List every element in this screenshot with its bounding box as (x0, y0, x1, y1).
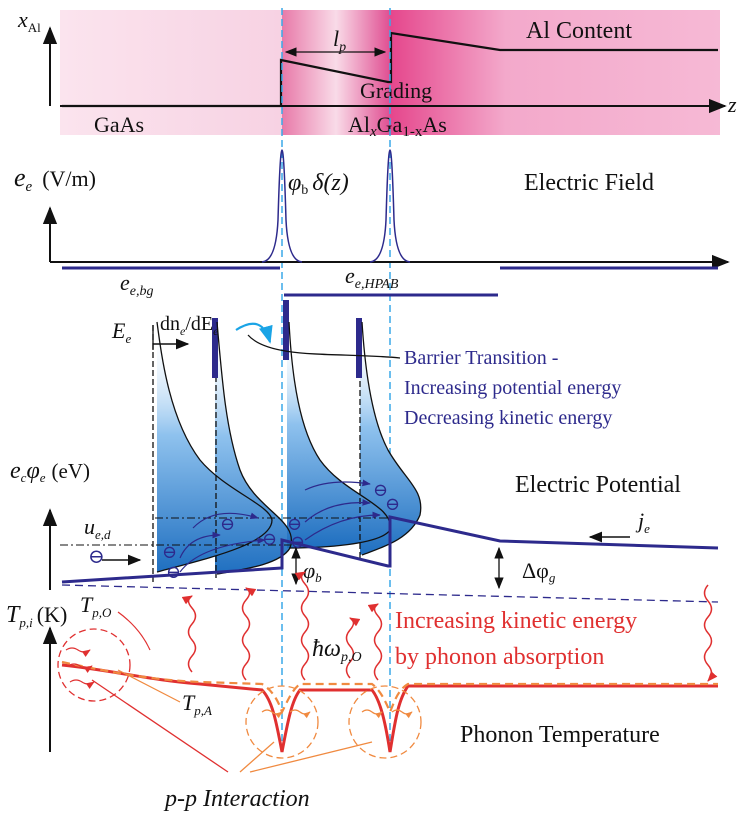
small-wave-7 (391, 709, 413, 719)
potential-baseline (61, 584, 719, 603)
hbar-omega-label: ħωp,O (312, 636, 362, 665)
phonon-title: Phonon Temperature (460, 722, 660, 748)
dist-curve-3 (288, 321, 391, 549)
t-acoustic-leader (117, 669, 181, 703)
gaas-region (60, 10, 282, 135)
phonon-wave-3 (294, 571, 310, 681)
hop-arrow-6 (304, 479, 371, 491)
al-content-label: Al Content (526, 18, 632, 44)
hop-arrow-5 (304, 511, 381, 541)
phonon-wave-2 (241, 587, 257, 681)
bg-field-label: ee,bg (120, 270, 153, 299)
t-optical-leader (117, 611, 151, 651)
interaction-circle-left (57, 628, 131, 702)
acoustic-temperature-curve (61, 660, 718, 715)
barrier-line-2: Increasing potential energy (404, 377, 621, 399)
potential-panel: ecφe (eV) ⊖ ⊖ ⊖ ⊖ ⊖ ⊖ ⊖ ⊖ ⊖ ue,d je φb (10, 458, 719, 603)
electron-9: ⊖ (385, 494, 400, 514)
small-wave-3 (69, 679, 95, 689)
dist-curve-4 (361, 321, 422, 556)
distribution-fill-3 (287, 322, 391, 548)
energy-wall-2 (212, 318, 218, 378)
pp-leader-2 (239, 741, 275, 773)
electron-1: ⊖ (88, 546, 105, 568)
current-label: je (635, 508, 650, 536)
field-y-label: ee (V/m) (14, 163, 96, 195)
electric-field-panel: ee (V/m) φb δ(z) Electric Field ee,bg ee,H… (14, 149, 730, 299)
grading-label: Grading (360, 78, 432, 103)
barrier-line-1: Barrier Transition - (404, 347, 558, 369)
electron-2: ⊖ (162, 542, 177, 562)
ee-label: Ee (111, 318, 131, 346)
hop-arrow-3 (192, 512, 259, 529)
electron-5: ⊖ (262, 529, 277, 549)
al-content-panel: xAl z lp Grading Al Content GaAs AlxGa1-… (17, 7, 737, 140)
barrier-leader-line (247, 334, 401, 359)
grading-region (282, 10, 390, 135)
energy-wall-4 (356, 318, 362, 378)
distribution-panel: Ee dne/dEe Barrier Transition - Increasi… (111, 300, 621, 582)
phonon-wave-5 (367, 603, 383, 681)
potential-title: Electric Potential (515, 472, 681, 498)
delta-peak-right (369, 149, 411, 263)
hpab-field-label: ee,HPAB (345, 263, 399, 292)
absorption-line-1: Increasing kinetic energy (395, 608, 637, 634)
interaction-circle-right (348, 685, 422, 759)
small-wave-5 (289, 709, 311, 719)
distribution-fill-2 (215, 322, 292, 574)
small-wave-4 (261, 709, 283, 719)
gaas-label: GaAs (94, 112, 144, 137)
small-wave-1 (65, 647, 91, 657)
electron-6: ⊖ (287, 514, 302, 534)
distribution-fill-4 (360, 322, 421, 555)
algaas-label: AlxGa1-xAs (348, 112, 447, 140)
phonon-wave-6 (703, 584, 718, 682)
field-title: Electric Field (524, 170, 654, 196)
drift-label: ue,d (84, 514, 111, 542)
hop-arrow-4 (304, 499, 371, 523)
electron-3: ⊖ (166, 562, 181, 582)
interaction-circle-mid (245, 685, 319, 759)
al-profile-line (62, 31, 718, 108)
t-optical-label: Tp,O (80, 592, 112, 620)
electron-4: ⊖ (220, 514, 235, 534)
energy-wall-3 (283, 300, 289, 360)
dist-curve-2 (216, 321, 293, 575)
hop-arrow-2 (179, 537, 266, 573)
potential-y-label: ecφe (eV) (10, 458, 90, 485)
phonon-wave-4 (345, 617, 361, 679)
absorption-line-2: by phonon absorption (395, 644, 604, 670)
barrier-line-3: Decreasing kinetic energy (404, 407, 612, 429)
barrier-transition-arrow (235, 322, 273, 344)
phonon-wave-1 (181, 595, 197, 673)
algaas-region (390, 10, 720, 135)
phonon-y-label: Tp,i (K) (6, 602, 67, 630)
pp-interaction-label: p-p Interaction (163, 786, 310, 812)
dist-curve-1 (156, 321, 273, 573)
electron-7: ⊖ (290, 532, 305, 552)
z-axis-label: z (727, 92, 737, 117)
phonon-panel: Tp,i (K) Tp,O Tp,A ħωp,O In (6, 571, 718, 812)
t-acoustic-label: Tp,A (182, 690, 212, 718)
delta-phi-g-label: Δφg (522, 558, 556, 585)
dn-de-label: dne/dEe (160, 313, 219, 338)
small-wave-2 (67, 663, 93, 673)
potential-profile (61, 515, 719, 584)
delta-peak-left (261, 149, 303, 263)
length-label: lp (333, 26, 346, 55)
pp-leader-1 (91, 679, 229, 773)
pp-leader-3 (249, 741, 373, 773)
phi-b-label: φb (303, 558, 322, 585)
hop-arrow-1 (179, 531, 221, 559)
al-y-label: xAl (17, 7, 41, 35)
electron-8: ⊖ (373, 480, 388, 500)
small-wave-6 (361, 709, 383, 719)
delta-label: φb δ(z) (288, 170, 349, 198)
